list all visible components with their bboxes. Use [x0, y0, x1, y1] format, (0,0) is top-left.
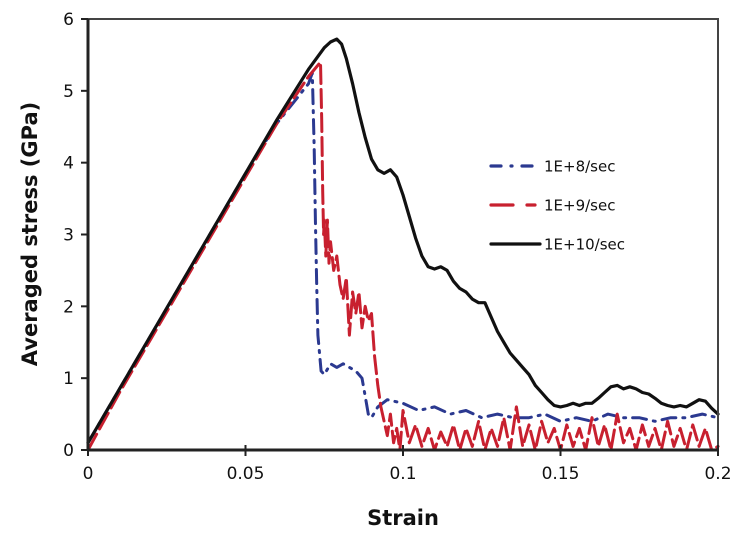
legend-label: 1E+8/sec [544, 158, 615, 176]
x-tick-label: 0.15 [542, 464, 580, 484]
y-tick-label: 2 [63, 297, 74, 317]
y-tick-label: 4 [63, 154, 74, 174]
legend-label: 1E+9/sec [544, 197, 615, 215]
x-axis-title: Strain [367, 506, 439, 530]
legend-label: 1E+10/sec [544, 236, 625, 254]
y-axis-title: Averaged stress (GPa) [18, 102, 42, 366]
y-tick-label: 1 [63, 369, 74, 389]
series-line-1e-10-sec [86, 37, 720, 445]
series-line-1e-9-sec [86, 60, 720, 452]
y-tick-label: 6 [63, 10, 74, 30]
series-layer [86, 37, 720, 452]
x-ticks: 0 0.05 0.1 0.15 0.2 [83, 445, 732, 484]
plot-frame [87, 18, 719, 451]
y-tick-label: 5 [63, 82, 74, 102]
y-ticks: 0 1 2 3 4 5 6 [63, 10, 88, 461]
x-tick-label: 0.05 [227, 464, 265, 484]
x-tick-label: 0 [83, 464, 94, 484]
y-tick-label: 3 [63, 226, 74, 246]
legend: 1E+8/sec 1E+9/sec 1E+10/sec [489, 158, 625, 254]
y-tick-label: 0 [63, 441, 74, 461]
x-tick-label: 0.1 [389, 464, 416, 484]
x-tick-label: 0.2 [704, 464, 731, 484]
